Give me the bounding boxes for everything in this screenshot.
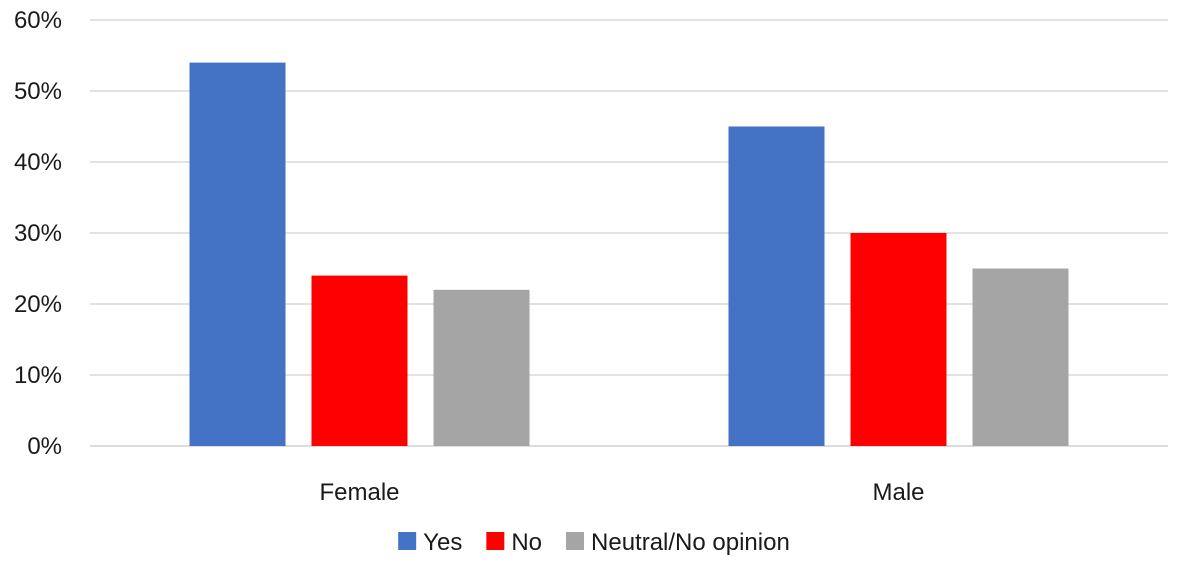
legend-swatch-no — [486, 532, 505, 550]
y-tick-label: 10% — [14, 362, 62, 389]
legend-swatch-yes — [398, 532, 417, 550]
y-tick-label: 40% — [14, 149, 62, 176]
y-axis-tick-labels: 0% 10% 20% 30% 40% 50% 60% — [14, 7, 62, 460]
bar-no-female — [311, 275, 408, 446]
bar-yes-male — [728, 126, 825, 446]
x-axis-category-labels: Female Male — [319, 479, 924, 506]
y-tick-label: 30% — [14, 220, 62, 247]
legend-label: No — [511, 529, 542, 556]
y-tick-label: 20% — [14, 291, 62, 318]
legend-label: Neutral/No opinion — [591, 529, 790, 556]
bar-neutral-no-opinion-female — [433, 289, 530, 446]
legend: Yes No Neutral/No opinion — [398, 529, 790, 556]
y-tick-label: 50% — [14, 78, 62, 105]
y-tick-label: 60% — [14, 7, 62, 34]
bar-neutral-no-opinion-male — [972, 268, 1069, 446]
bar-no-male — [850, 233, 947, 446]
y-tick-label: 0% — [27, 433, 62, 460]
x-category-label: Male — [872, 479, 924, 506]
x-category-label: Female — [319, 479, 399, 506]
bar-yes-female — [189, 62, 286, 446]
legend-swatch-neutral-no-opinion — [566, 532, 585, 550]
bars — [189, 62, 1069, 446]
legend-label: Yes — [423, 529, 462, 556]
